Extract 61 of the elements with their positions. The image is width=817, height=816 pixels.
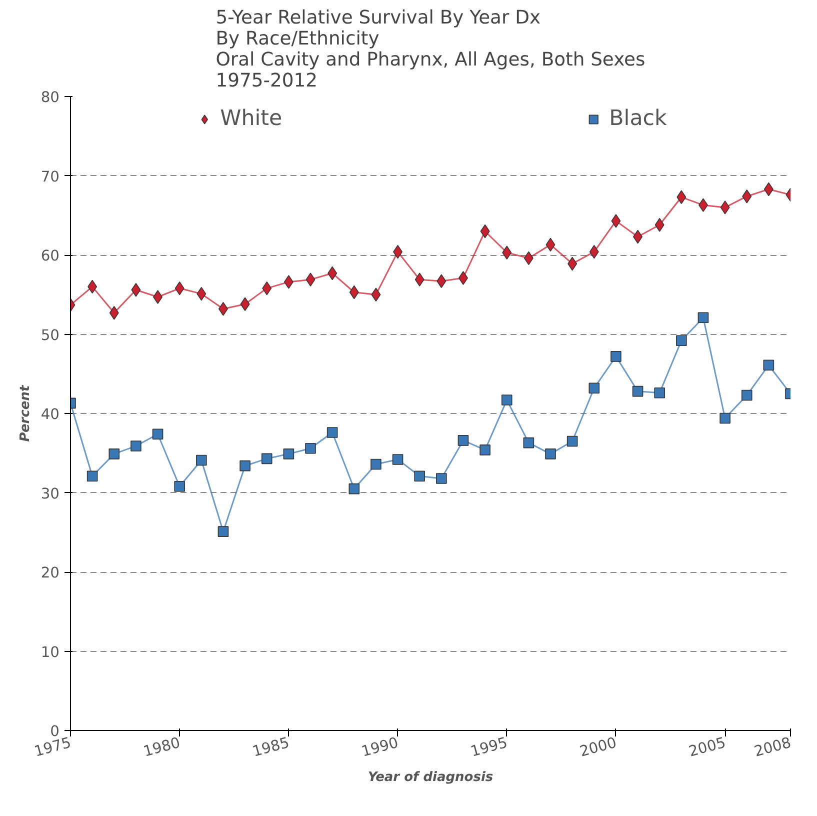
point <box>501 394 512 406</box>
legend-label: White <box>220 106 282 131</box>
point <box>523 437 534 448</box>
point <box>414 470 425 482</box>
point <box>763 360 774 371</box>
point <box>86 470 98 482</box>
x-tick-label: 2005 <box>687 734 728 760</box>
point <box>130 440 142 452</box>
point <box>654 387 665 398</box>
point <box>698 312 709 324</box>
chart-title: 5-Year Relative Survival By Year Dx By Race/Ethnicity Oral Cavity and Pharynx, All Ages, Both Sexes 1975-2012 <box>216 8 646 92</box>
point <box>632 386 644 397</box>
x-tick-label: 1985 <box>250 734 292 760</box>
point <box>305 442 316 454</box>
y-tick-label: 60 <box>40 248 60 264</box>
y-tick-label: 50 <box>40 326 60 344</box>
y-tick-label: 40 <box>40 406 60 423</box>
point <box>611 214 621 228</box>
point <box>152 428 164 440</box>
point <box>458 435 469 446</box>
y-tick-label: 10 <box>40 644 60 661</box>
y-tick-label: 0 <box>50 723 60 740</box>
point <box>720 412 730 424</box>
y-axis-title: Percent <box>18 384 33 442</box>
point <box>392 454 404 465</box>
point <box>306 272 316 286</box>
point <box>284 275 294 289</box>
x-tick-label: 1990 <box>360 734 400 760</box>
point <box>196 454 207 466</box>
x-tick-label: 2008 <box>752 734 793 760</box>
point <box>588 382 600 394</box>
point <box>458 271 468 285</box>
point <box>545 448 556 460</box>
point <box>370 458 382 470</box>
point <box>610 351 622 362</box>
x-tick-label: 1980 <box>142 734 182 760</box>
y-tick-label: 30 <box>40 485 60 502</box>
point <box>108 448 120 460</box>
y-tick-label: 80 <box>40 89 60 106</box>
point <box>566 436 578 447</box>
point <box>436 473 447 484</box>
point <box>283 448 294 460</box>
legend-label: Black <box>609 106 667 131</box>
point <box>414 272 424 286</box>
point <box>348 483 360 494</box>
point <box>741 390 752 401</box>
point <box>720 200 730 214</box>
point <box>480 444 490 456</box>
y-tick-label: 70 <box>40 168 60 186</box>
y-tick-label: 20 <box>40 564 60 582</box>
point <box>240 460 250 472</box>
point <box>676 335 687 346</box>
point <box>218 526 229 537</box>
point <box>698 198 708 212</box>
point <box>174 481 185 492</box>
point <box>261 453 272 464</box>
x-tick-label: 1995 <box>468 734 510 760</box>
point <box>326 427 338 438</box>
x-axis-title: Year of diagnosis <box>368 770 494 785</box>
point <box>153 290 163 304</box>
x-tick-label: 2000 <box>578 734 618 760</box>
